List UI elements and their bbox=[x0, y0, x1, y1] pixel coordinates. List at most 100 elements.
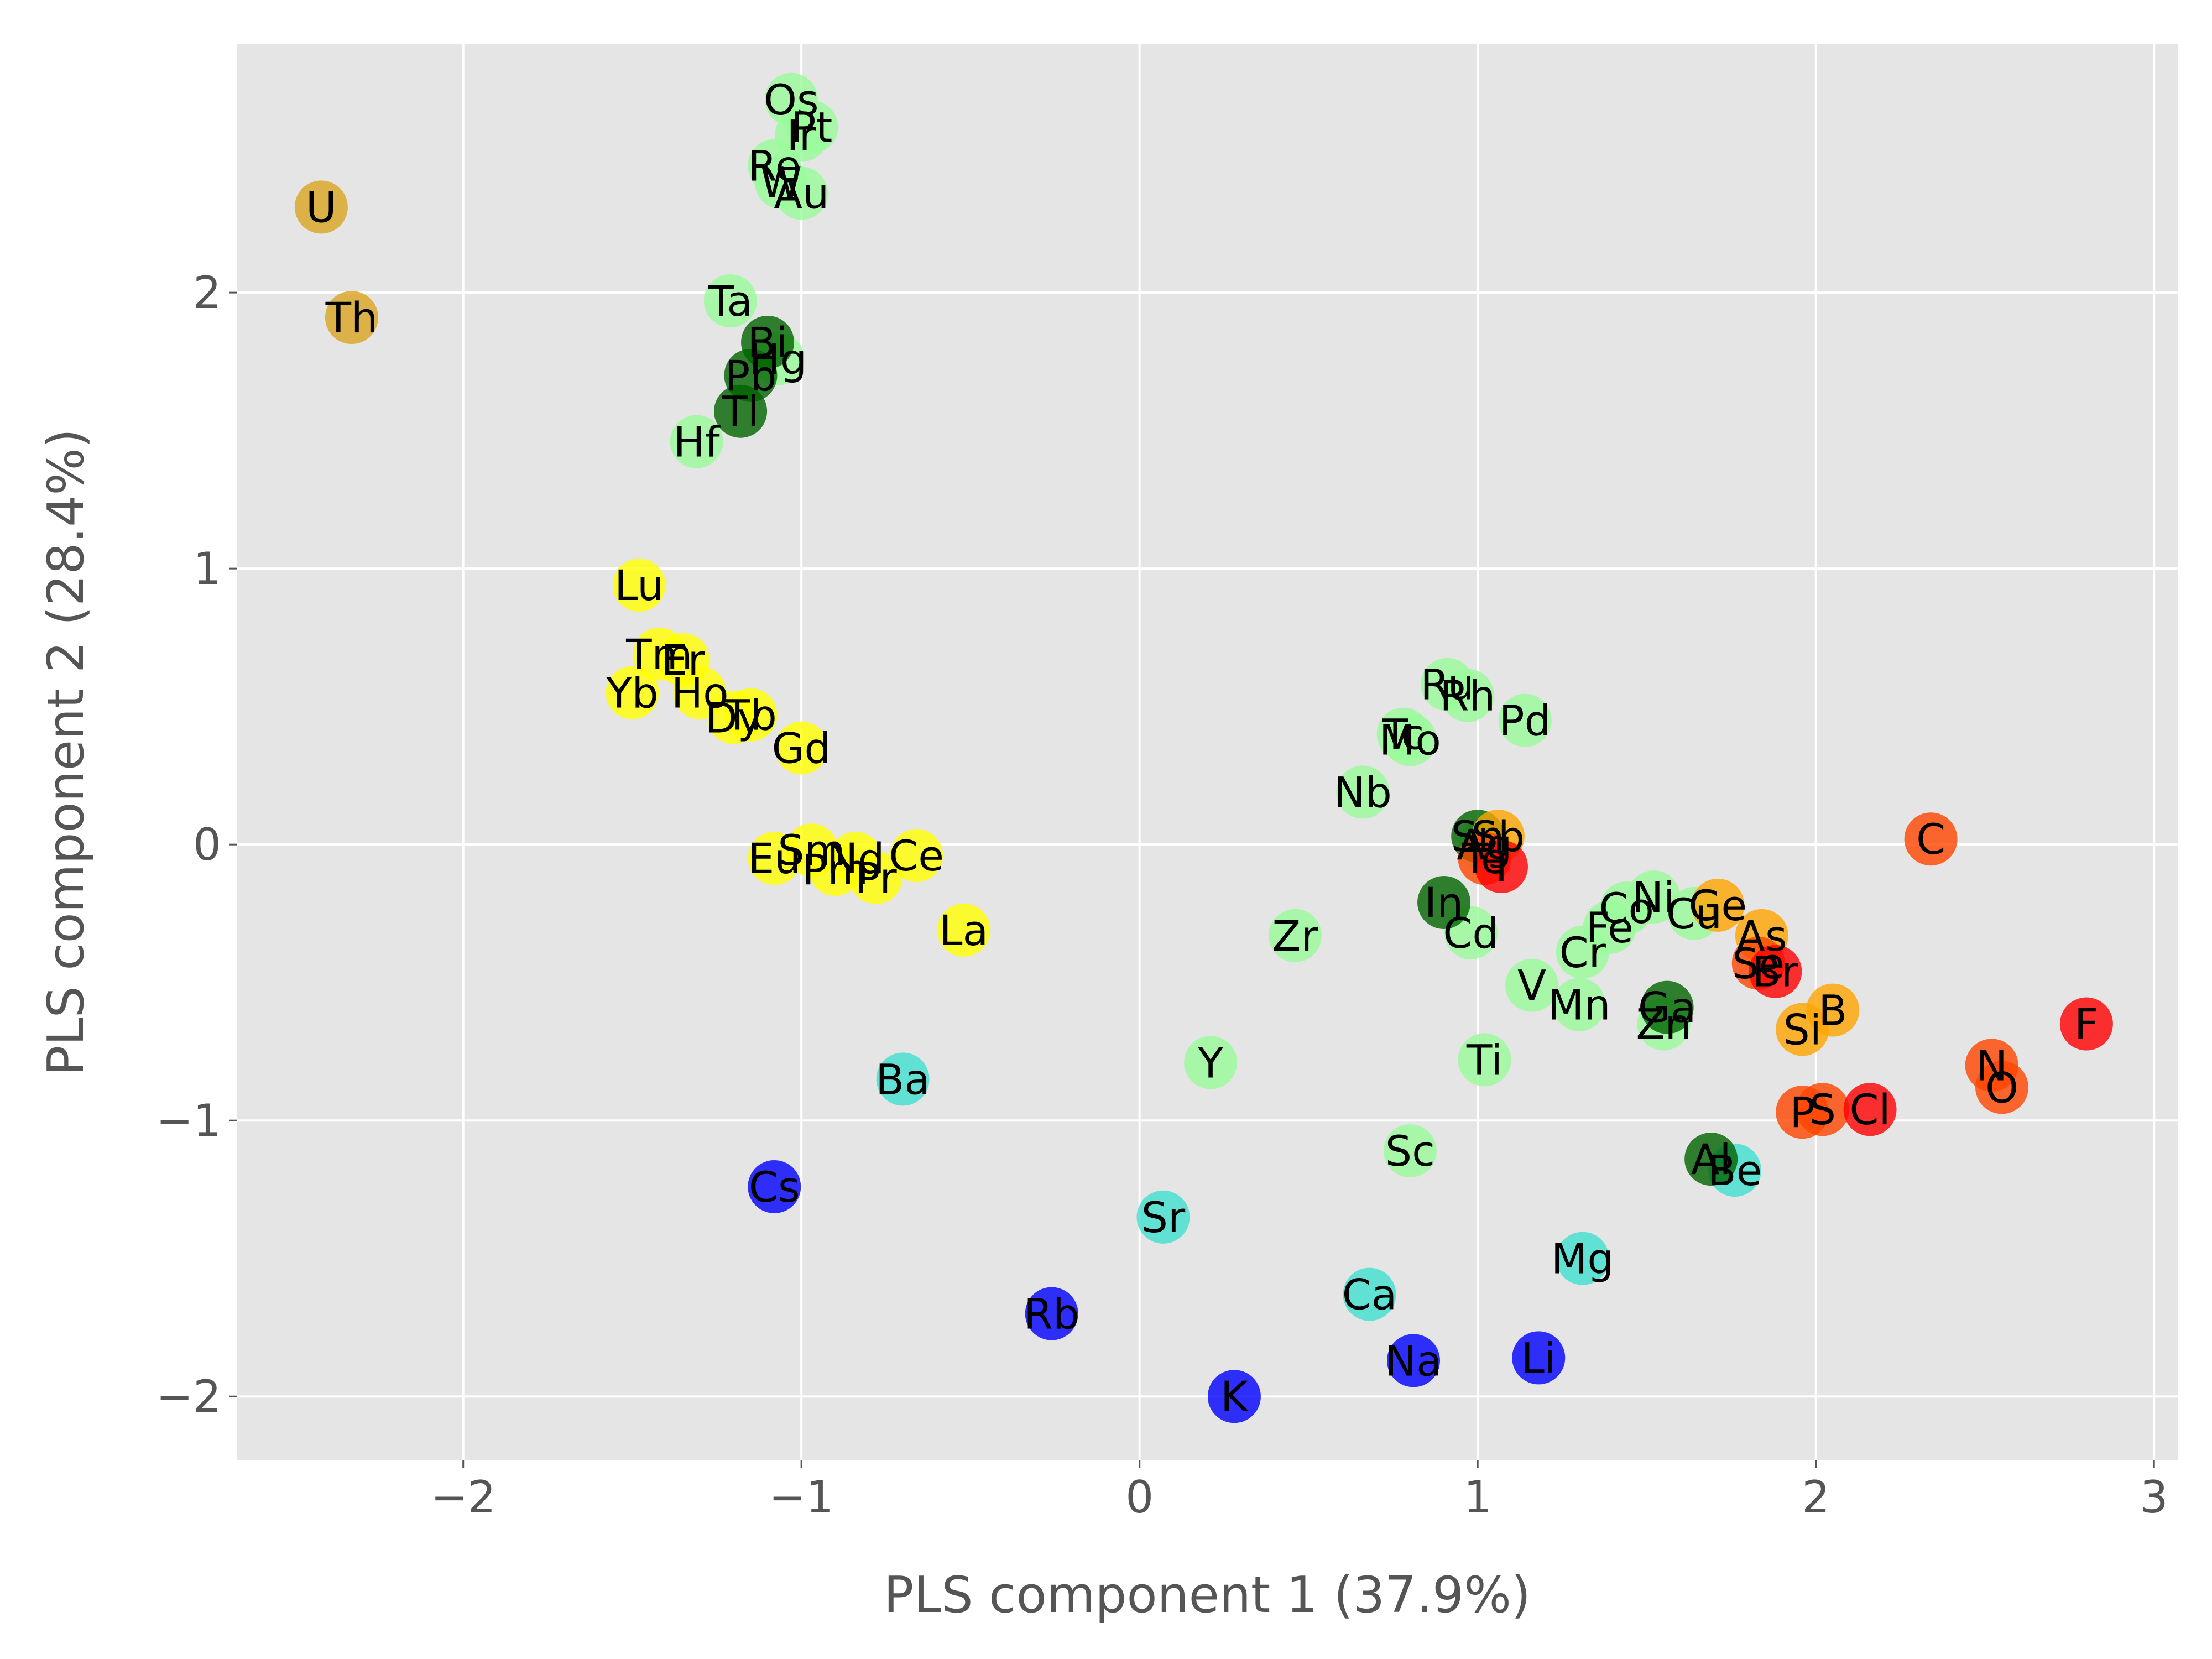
point-label-cs: Cs bbox=[749, 1162, 800, 1212]
point-label-au: Au bbox=[774, 169, 829, 218]
point-cs bbox=[748, 1160, 801, 1213]
point-hf bbox=[670, 415, 723, 468]
point-label-ga: Ga bbox=[1638, 983, 1696, 1032]
point-br bbox=[1749, 945, 1802, 998]
point-label-as: As bbox=[1736, 911, 1787, 961]
point-label-bi: Bi bbox=[747, 318, 787, 367]
point-label-nd: Nd bbox=[826, 834, 884, 883]
point-u bbox=[294, 180, 348, 234]
point-label-nb: Nb bbox=[1334, 768, 1392, 817]
point-b bbox=[1806, 983, 1860, 1037]
point-eu bbox=[748, 832, 801, 885]
point-label-tb: Tb bbox=[724, 691, 777, 740]
x-tick-label: −1 bbox=[769, 1472, 834, 1523]
point-al bbox=[1684, 1133, 1738, 1186]
point-label-dy: Dy bbox=[705, 693, 763, 743]
point-label-k: K bbox=[1220, 1372, 1249, 1421]
point-label-n: N bbox=[1976, 1041, 2007, 1090]
point-lu bbox=[612, 559, 666, 612]
point-label-cu: Cu bbox=[1666, 889, 1722, 938]
point-sr bbox=[1136, 1190, 1190, 1244]
point-label-mg: Mg bbox=[1551, 1234, 1614, 1284]
point-mo bbox=[1383, 713, 1437, 766]
point-label-fe: Fe bbox=[1586, 903, 1634, 952]
point-label-eu: Eu bbox=[748, 834, 801, 883]
point-label-v: V bbox=[1517, 961, 1546, 1010]
point-label-pm: Pm bbox=[802, 845, 868, 894]
point-ti bbox=[1458, 1033, 1511, 1087]
point-label-ge: Ge bbox=[1689, 881, 1747, 930]
point-label-sn: Sn bbox=[1451, 812, 1504, 861]
point-rb bbox=[1025, 1287, 1078, 1340]
point-tl bbox=[714, 384, 768, 438]
point-label-tl: Tl bbox=[721, 387, 759, 436]
point-nb bbox=[1336, 765, 1390, 819]
point-label-rb: Rb bbox=[1024, 1290, 1079, 1339]
point-na bbox=[1387, 1334, 1441, 1387]
point-label-tc: Tc bbox=[1382, 710, 1424, 759]
point-label-la: La bbox=[939, 906, 988, 955]
point-label-o: O bbox=[1985, 1063, 2018, 1112]
x-tick-label: 2 bbox=[1802, 1472, 1830, 1523]
x-axis-label: PLS component 1 (37.9%) bbox=[884, 1566, 1531, 1624]
point-label-se: Se bbox=[1732, 939, 1785, 988]
x-tick-label: 3 bbox=[2140, 1472, 2168, 1523]
point-label-mn: Mn bbox=[1548, 980, 1611, 1030]
point-label-pt: Pt bbox=[791, 103, 833, 152]
point-label-in: In bbox=[1425, 878, 1464, 927]
point-label-cl: Cl bbox=[1849, 1085, 1890, 1134]
point-mg bbox=[1556, 1232, 1609, 1285]
point-label-lu: Lu bbox=[614, 561, 664, 610]
point-label-tm: Tm bbox=[625, 630, 692, 679]
point-th bbox=[325, 291, 378, 345]
point-label-w: W bbox=[760, 158, 802, 207]
point-label-re: Re bbox=[748, 142, 801, 191]
point-ga bbox=[1640, 980, 1694, 1034]
point-f bbox=[2059, 997, 2113, 1051]
point-label-rh: Rh bbox=[1439, 671, 1495, 721]
point-label-co: Co bbox=[1599, 884, 1654, 933]
point-label-al: Al bbox=[1691, 1135, 1731, 1184]
grid-lines bbox=[237, 44, 2178, 1460]
point-o bbox=[1975, 1061, 2029, 1114]
point-v bbox=[1505, 958, 1559, 1012]
point-li bbox=[1512, 1331, 1566, 1385]
point-label-be: Be bbox=[1707, 1146, 1762, 1195]
x-tick-label: 0 bbox=[1125, 1472, 1154, 1523]
point-label-i: I bbox=[1495, 842, 1507, 891]
point-pd bbox=[1498, 693, 1552, 747]
point-label-li: Li bbox=[1521, 1333, 1556, 1383]
point-label-os: Os bbox=[764, 75, 818, 124]
point-sc bbox=[1383, 1124, 1437, 1178]
point-pr bbox=[849, 851, 902, 905]
point-label-te: Te bbox=[1462, 834, 1506, 883]
point-label-hf: Hf bbox=[674, 418, 721, 467]
point-label-p: P bbox=[1790, 1088, 1815, 1137]
point-label-gd: Gd bbox=[772, 724, 831, 773]
point-label-ir: Ir bbox=[786, 111, 816, 160]
y-tick-label: 1 bbox=[193, 543, 221, 594]
point-label-sr: Sr bbox=[1141, 1193, 1186, 1242]
point-label-f: F bbox=[2074, 1000, 2099, 1049]
plot-background bbox=[237, 44, 2178, 1460]
point-label-ba: Ba bbox=[875, 1055, 930, 1104]
y-tick-label: −2 bbox=[156, 1371, 221, 1422]
point-i bbox=[1475, 840, 1528, 894]
point-ba bbox=[876, 1052, 930, 1106]
point-zr bbox=[1268, 909, 1322, 962]
point-label-zr: Zr bbox=[1272, 911, 1318, 961]
point-label-b: B bbox=[1818, 986, 1847, 1035]
point-in bbox=[1417, 875, 1471, 929]
point-label-pb: Pb bbox=[724, 351, 776, 400]
point-label-br: Br bbox=[1752, 947, 1799, 997]
point-label-hg: Hg bbox=[749, 335, 807, 384]
point-label-ho: Ho bbox=[671, 669, 729, 718]
y-tick-label: 2 bbox=[193, 267, 221, 319]
point-au bbox=[775, 166, 828, 220]
point-c bbox=[1904, 812, 1958, 866]
point-la bbox=[937, 903, 990, 957]
y-tick-label: −1 bbox=[156, 1095, 221, 1146]
y-tick-label: 0 bbox=[193, 819, 221, 870]
point-ca bbox=[1343, 1267, 1396, 1321]
point-label-yb: Yb bbox=[606, 669, 659, 718]
